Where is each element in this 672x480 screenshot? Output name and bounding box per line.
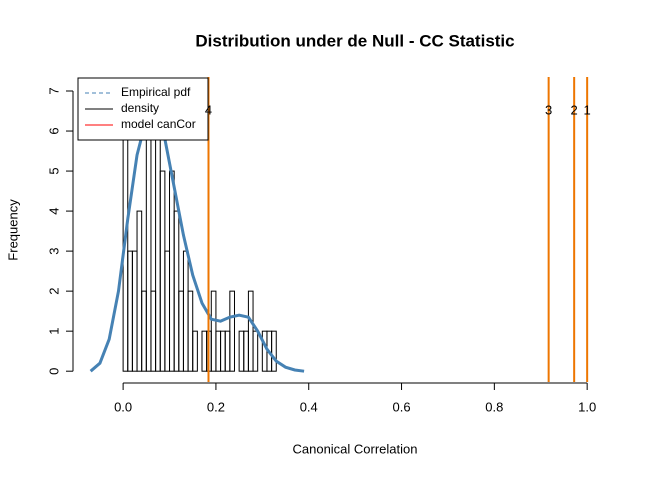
- histogram-bar: [141, 290, 147, 372]
- x-tick-label: 1.0: [578, 399, 596, 414]
- model-line-label: 2: [571, 102, 578, 117]
- y-tick-label: 3: [46, 247, 61, 254]
- y-tick-label: 7: [46, 87, 61, 94]
- histogram-bar: [131, 250, 138, 372]
- y-axis-label: Frequency: [5, 199, 20, 261]
- legend-label: density: [121, 101, 159, 115]
- legend-label: Empirical pdf: [121, 85, 191, 99]
- histogram-bar: [243, 330, 249, 372]
- x-tick-label: 0.6: [393, 399, 411, 414]
- legend-label: model canCor: [121, 117, 196, 131]
- x-tick-label: 0.2: [207, 399, 225, 414]
- histogram-bar: [252, 330, 259, 372]
- x-tick-label: 0.4: [300, 399, 318, 414]
- model-line-label: 1: [584, 102, 591, 117]
- model-line-label: 4: [205, 102, 212, 117]
- histogram-bar: [247, 290, 254, 372]
- model-line-label: 3: [545, 102, 552, 117]
- histogram-bar: [224, 330, 231, 372]
- y-tick-label: 0: [46, 368, 61, 375]
- histogram-bar: [127, 250, 133, 372]
- histogram-bar: [136, 210, 143, 372]
- x-tick-label: 0.0: [114, 399, 132, 414]
- legend: Empirical pdf density model canCor: [77, 77, 209, 141]
- chart-title: Distribution under de Null - CC Statisti…: [195, 31, 514, 50]
- histogram-bar: [178, 290, 184, 372]
- y-tick-label: 5: [46, 167, 61, 174]
- histogram-bar: [164, 250, 171, 372]
- histogram-bar: [261, 330, 268, 372]
- y-tick-label: 2: [46, 288, 61, 295]
- histogram-bar: [169, 170, 175, 372]
- y-tick-label: 1: [46, 328, 61, 335]
- histogram-bar: [173, 210, 180, 372]
- histogram-bar: [220, 330, 226, 372]
- histogram-bar: [159, 170, 166, 372]
- histogram-bar: [150, 290, 157, 372]
- y-tick-label: 4: [46, 207, 61, 214]
- histogram-bar: [271, 330, 277, 372]
- histogram-bar: [201, 330, 208, 372]
- histogram-bar: [210, 290, 217, 372]
- y-tick-label: 6: [46, 127, 61, 134]
- histogram-bar: [187, 290, 194, 372]
- histogram-bar: [215, 330, 222, 372]
- histogram-bar: [145, 130, 152, 372]
- histogram-bar: [238, 330, 245, 372]
- density-curve: [89, 113, 305, 373]
- histogram-bar: [229, 290, 235, 372]
- histogram-bar: [155, 130, 161, 372]
- histogram-bar: [192, 330, 198, 372]
- x-axis-label: Canonical Correlation: [292, 441, 417, 456]
- x-tick-label: 0.8: [485, 399, 503, 414]
- histogram-bar: [182, 250, 189, 372]
